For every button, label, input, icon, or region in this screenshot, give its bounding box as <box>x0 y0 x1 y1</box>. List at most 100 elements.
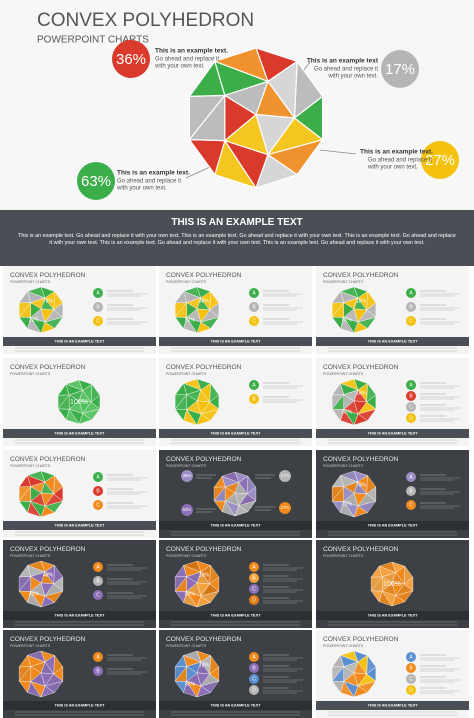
polyhedron <box>18 286 64 334</box>
option-letter: B <box>409 489 413 495</box>
option-circle <box>93 576 103 586</box>
option-letter: A <box>96 475 100 481</box>
option-circle <box>406 500 416 510</box>
slide-footer <box>316 337 469 346</box>
option-circle <box>249 663 259 673</box>
option-circle <box>406 391 416 401</box>
option-circle <box>406 663 416 673</box>
facet <box>343 481 359 494</box>
slide-label: 42% <box>29 591 40 597</box>
slide-label: 63% <box>183 507 192 512</box>
slide-footer-text: THIS IS AN EXAMPLE TEXT <box>368 524 419 528</box>
slide-footer <box>316 611 469 620</box>
slide-footer <box>316 701 469 710</box>
slide-subtitle: POWERPOINT CHARTS <box>323 554 364 558</box>
slide-label: 18% <box>199 662 210 668</box>
polyhedron <box>370 561 414 607</box>
option-circle <box>93 652 103 662</box>
option-circle <box>249 573 259 583</box>
option-letter: B <box>96 305 100 311</box>
option-circle <box>249 302 259 312</box>
option-letter: A <box>409 383 413 389</box>
thumbnail: CONVEX POLYHEDRON POWERPOINT CHARTS A B C D TH… <box>316 630 469 718</box>
option-letter: B <box>409 305 413 311</box>
slide-subtitle: POWERPOINT CHARTS <box>166 372 207 376</box>
option-letter: C <box>252 319 256 325</box>
option-circle <box>249 595 259 605</box>
option-letter: A <box>409 291 413 297</box>
slide-subtitle: POWERPOINT CHARTS <box>166 280 207 284</box>
slide-title: CONVEX POLYHEDRON <box>10 636 86 643</box>
slide-label: 82% <box>342 317 353 323</box>
facet <box>223 80 269 116</box>
callout-body: with your own text. <box>116 186 167 192</box>
percent-circle <box>77 162 115 200</box>
slide-footer <box>159 429 312 438</box>
option-letter: D <box>409 688 413 694</box>
callout-heading: This is an example text. <box>155 48 228 55</box>
slide-title: CONVEX POLYHEDRON <box>166 546 242 553</box>
option-circle <box>249 380 259 390</box>
slide-label: 48% <box>199 298 210 304</box>
thumbnail: CONVEX POLYHEDRON POWERPOINT CHARTS 48% 42%… <box>3 540 156 628</box>
polyhedron <box>331 470 377 518</box>
thumbnail: CONVEX POLYHEDRON POWERPOINT CHARTS 18% 82%… <box>159 540 312 628</box>
slide-label: 52% <box>185 317 196 323</box>
option-letter: C <box>96 593 100 599</box>
slide-footer <box>159 337 312 346</box>
slide-label: 18% <box>356 298 367 304</box>
slide-label: 48% <box>43 572 54 578</box>
slide-title: CONVEX POLYHEDRON <box>166 272 242 279</box>
facet <box>186 389 202 402</box>
slide-footer-text: THIS IS AN EXAMPLE TEXT <box>368 704 419 708</box>
facet <box>30 297 46 310</box>
option-letter: A <box>96 655 100 661</box>
option-circle <box>93 562 103 572</box>
option-circle <box>406 302 416 312</box>
thumbnail: CONVEX POLYHEDRON POWERPOINT CHARTS A B THIS… <box>159 358 312 446</box>
callout-heading: This is an example text. <box>117 170 190 177</box>
label-circle <box>279 502 291 514</box>
slide-subtitle: POWERPOINT CHARTS <box>323 464 364 468</box>
thumbnail: CONVEX POLYHEDRON POWERPOINT CHARTS 18% 82%… <box>316 358 469 446</box>
option-circle <box>249 394 259 404</box>
option-letter: B <box>409 666 413 672</box>
slide-title: CONVEX POLYHEDRON <box>323 272 399 279</box>
option-letter: A <box>252 383 256 389</box>
percent-circle <box>421 141 459 179</box>
option-circle <box>249 685 259 695</box>
polyhedron <box>18 560 64 608</box>
slide-label: 82% <box>185 591 196 597</box>
thumbnail: CONVEX POLYHEDRON POWERPOINT CHARTS 100% TH… <box>3 358 156 446</box>
percent-circle <box>381 50 419 88</box>
option-letter: D <box>252 688 256 694</box>
option-letter: D <box>409 416 413 422</box>
option-letter: B <box>252 666 256 672</box>
option-circle <box>406 413 416 423</box>
option-letter: D <box>252 598 256 604</box>
slide-footer <box>3 429 156 438</box>
polyhedron <box>331 378 377 426</box>
option-circle <box>93 472 103 482</box>
slide-label: 22% <box>29 317 40 323</box>
thumbnail: CONVEX POLYHEDRON POWERPOINT CHARTS 78% 22%… <box>3 266 156 354</box>
slide-title: CONVEX POLYHEDRON <box>166 364 242 371</box>
option-letter: A <box>252 565 256 571</box>
slide-footer <box>159 611 312 620</box>
slide-footer <box>316 429 469 438</box>
option-circle <box>406 472 416 482</box>
slide-footer-text: THIS IS AN EXAMPLE TEXT <box>55 524 106 528</box>
thumbnail: CONVEX POLYHEDRON POWERPOINT CHARTS 18% 82%… <box>316 266 469 354</box>
option-circle <box>406 486 416 496</box>
facet <box>343 389 359 402</box>
thumbnail: CONVEX POLYHEDRON POWERPOINT CHARTS 36% 17%… <box>159 450 312 538</box>
slide-title: CONVEX POLYHEDRON <box>323 364 399 371</box>
slide-footer <box>3 337 156 346</box>
option-circle <box>93 590 103 600</box>
option-letter: A <box>409 475 413 481</box>
